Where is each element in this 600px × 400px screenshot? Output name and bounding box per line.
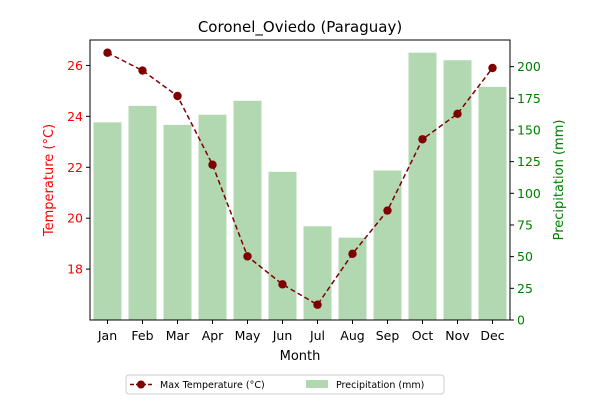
temperature-point-jul <box>313 300 322 309</box>
left-y-axis-label: Temperature (°C) <box>42 124 57 237</box>
precipitation-bar-apr <box>198 114 227 320</box>
right-y-tick-label: 125 <box>517 154 541 169</box>
legend-marker-swatch <box>137 380 145 389</box>
right-y-tick-label: 150 <box>517 122 541 137</box>
right-y-axis-label: Precipitation (mm) <box>552 120 567 241</box>
precipitation-bar-mar <box>163 124 192 320</box>
x-tick-label: May <box>235 328 261 343</box>
right-y-tick-label: 50 <box>517 249 533 264</box>
precipitation-bar-feb <box>128 105 157 320</box>
legend-bar-swatch <box>306 380 328 388</box>
precipitation-bar-may <box>233 100 262 320</box>
right-y-tick-label: 200 <box>517 59 541 74</box>
temperature-point-jan <box>103 48 112 57</box>
temperature-line <box>103 48 497 309</box>
x-tick-label: Feb <box>131 328 153 343</box>
precipitation-bars <box>93 52 507 321</box>
x-tick-label: Sep <box>376 328 400 343</box>
x-tick-label: Jan <box>97 328 117 343</box>
right-y-tick-label: 100 <box>517 186 541 201</box>
right-y-tick-label: 175 <box>517 91 541 106</box>
x-tick-label: Jul <box>309 328 325 343</box>
left-y-tick-label: 18 <box>67 262 83 277</box>
left-y-tick-label: 26 <box>67 58 83 73</box>
temperature-point-may <box>243 252 252 261</box>
right-y-tick-label: 0 <box>517 313 525 328</box>
right-y-tick-label: 25 <box>517 281 533 296</box>
right-y-axis: 0 25 50 75 100 125 150 175 200 <box>510 59 541 328</box>
temperature-point-jun <box>278 280 287 289</box>
temperature-point-oct <box>418 135 427 144</box>
temperature-point-apr <box>208 160 217 169</box>
temperature-point-feb <box>138 66 147 75</box>
left-y-tick-label: 24 <box>67 109 83 124</box>
x-tick-label: Nov <box>445 328 470 343</box>
x-tick-label: Apr <box>202 328 224 343</box>
x-tick-label: Mar <box>166 328 190 343</box>
chart-title: Coronel_Oviedo (Paraguay) <box>198 18 402 37</box>
temperature-point-sep <box>383 206 392 215</box>
legend-label-temperature: Max Temperature (°C) <box>160 380 265 391</box>
precipitation-bar-oct <box>408 52 437 321</box>
x-axis-label: Month <box>280 349 321 364</box>
precipitation-bar-jan <box>93 122 122 320</box>
x-tick-label: Oct <box>412 328 434 343</box>
right-y-tick-label: 75 <box>517 217 533 232</box>
plot-frame <box>89 39 511 321</box>
temperature-series-line <box>107 52 494 306</box>
x-tick-label: Dec <box>480 328 504 343</box>
precipitation-bar-dec <box>478 86 507 320</box>
left-y-axis: 18 20 22 24 26 <box>67 58 90 277</box>
legend: Max Temperature (°C) Precipitation (mm) <box>125 374 445 395</box>
temperature-point-nov <box>453 109 462 119</box>
precipitation-bar-jun <box>268 171 297 320</box>
legend-frame <box>125 374 445 395</box>
left-y-tick-label: 20 <box>67 211 83 226</box>
precipitation-bar-sep <box>373 170 402 320</box>
temperature-point-aug <box>348 249 357 259</box>
legend-label-precipitation: Precipitation (mm) <box>336 380 424 391</box>
precipitation-bar-nov <box>443 60 472 321</box>
x-tick-label: Aug <box>340 328 364 343</box>
x-tick-label: Jun <box>272 328 293 343</box>
temperature-point-mar <box>173 91 182 101</box>
temperature-point-dec <box>488 63 497 73</box>
x-axis: Jan Feb Mar Apr May Jun Jul Aug Sep Oct Nov Dec <box>97 320 505 343</box>
left-y-tick-label: 22 <box>67 160 83 175</box>
